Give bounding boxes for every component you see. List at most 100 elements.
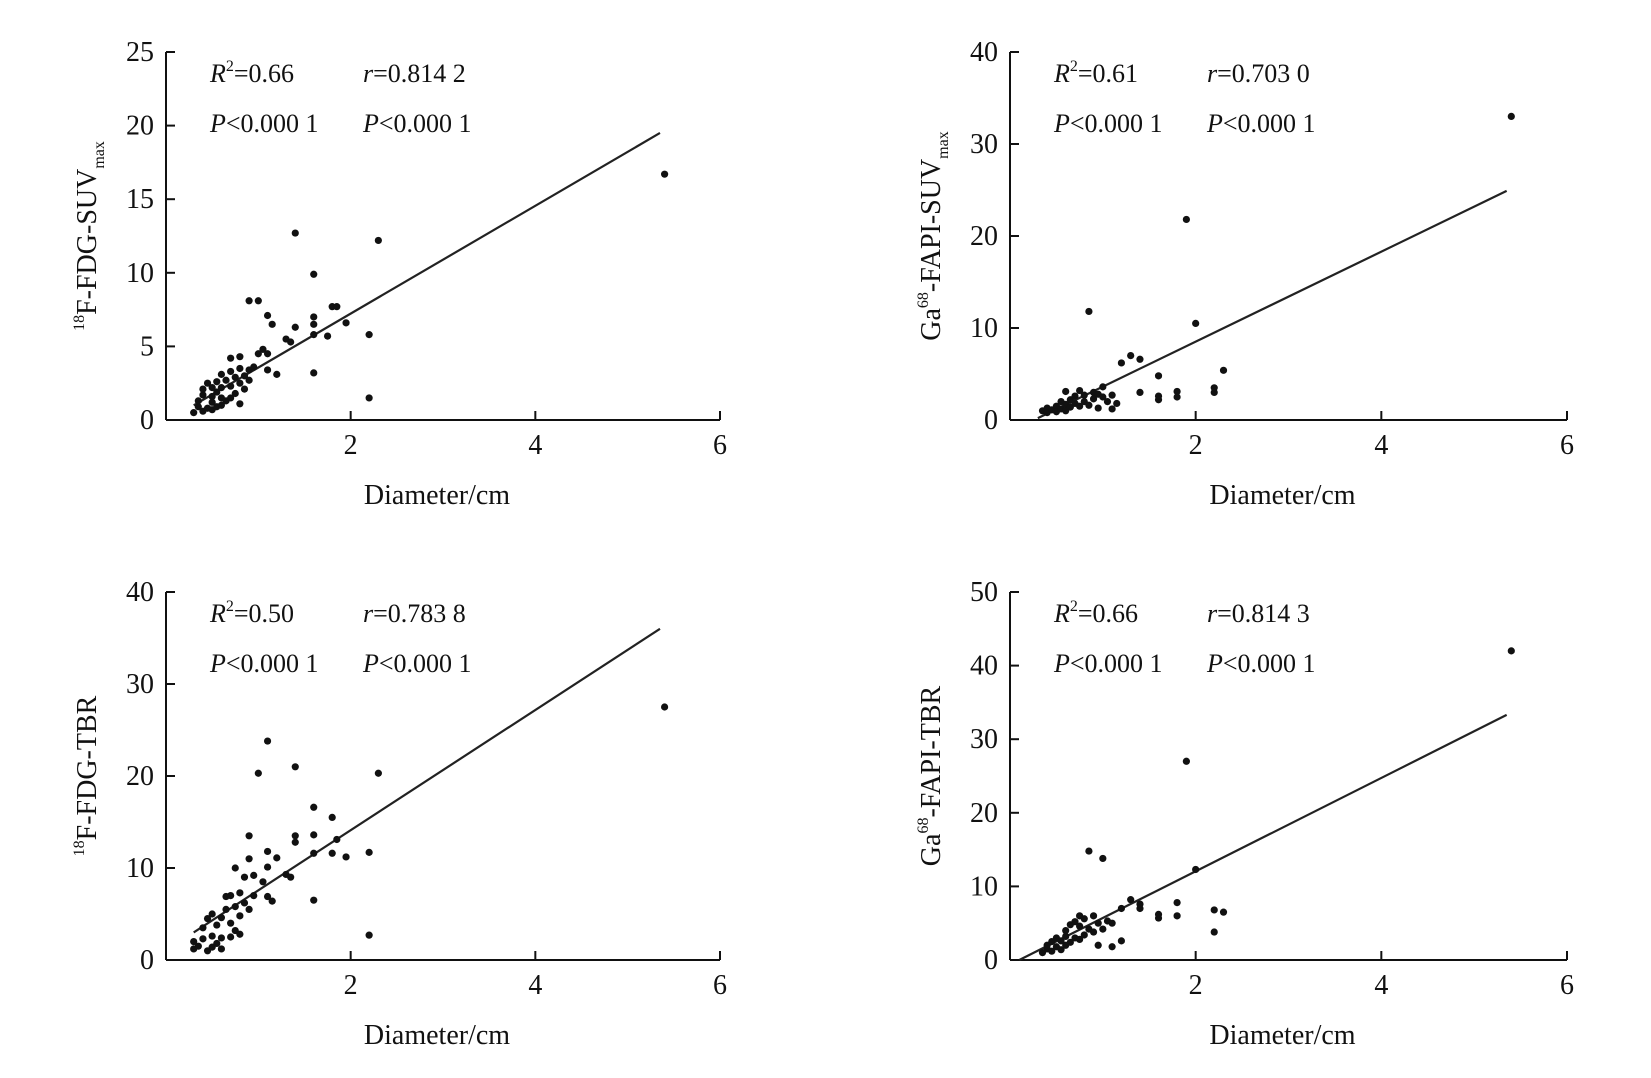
data-point [1062,926,1070,935]
data-point [1210,928,1218,936]
data-point [213,378,221,386]
data-point [250,363,258,371]
y-tick-label: 5 [140,331,154,362]
x-tick-label: 6 [713,430,727,461]
data-point [208,392,216,401]
y-tick-label: 0 [984,945,998,976]
data-point [194,397,202,405]
y-axis-title: Ga68-FAPI-TBR [915,685,947,866]
data-point [1076,935,1084,943]
y-tick-label: 40 [970,37,998,68]
data-point [291,838,299,846]
r-squared-annotation: R2=0.66 [209,58,294,88]
x-tick-label: 2 [344,430,358,461]
data-point [227,354,235,362]
data-point [323,332,332,340]
data-point [1080,391,1088,399]
data-point [1173,898,1181,907]
y-axis-title-main: -FAPI-SUV [916,159,947,292]
data-point [1085,307,1093,316]
data-point [1192,865,1200,874]
p-value-annotation-2: P<0.000 1 [362,109,472,138]
p-value-annotation-1: P<0.000 1 [1053,649,1163,678]
data-point [374,236,382,245]
data-point [236,364,244,373]
data-point [287,338,295,346]
data-point [1210,384,1218,392]
y-tick-label: 50 [970,577,998,608]
data-point [268,897,276,905]
data-point [1108,405,1116,413]
y-axis-title-superscript: 18 [71,840,88,856]
data-point [263,847,272,856]
p-value-annotation-1: P<0.000 1 [1053,109,1163,138]
data-point [1154,372,1163,380]
data-point [245,297,253,305]
data-point [208,384,216,392]
chart-panel-3: 0 10 20 30 40 2 4 6 Diameter/cm 18F-FDG-TBR R2=0.5… [71,577,727,1051]
data-point [291,323,299,331]
data-point [1071,918,1079,926]
data-point [310,320,318,328]
data-point [1173,387,1181,396]
p-value-annotation-2: P<0.000 1 [362,649,472,678]
data-point [1136,388,1144,396]
y-tick-label: 20 [126,761,154,792]
data-point [310,313,318,321]
data-point [1219,908,1228,916]
data-point [240,372,249,380]
data-point [1099,925,1107,933]
x-tick-label: 4 [1374,430,1388,461]
data-point [245,855,253,863]
data-point [236,889,244,897]
data-point [1062,387,1070,396]
x-tick-label: 6 [713,970,727,1001]
data-point [1099,393,1107,401]
chart-panel-4: 0 10 20 30 40 50 2 4 6 Diameter/cm Ga68-FAPI-TBR R2… [915,577,1574,1051]
data-point [259,878,267,886]
data-point [365,394,373,402]
data-point [1085,847,1093,855]
data-point [1089,928,1098,936]
p-value-annotation-2: P<0.000 1 [1206,109,1316,138]
y-tick-label: 20 [970,798,998,829]
data-point [1085,401,1093,409]
y-axis-title: 18F-FDG-TBR [71,695,103,856]
data-point [227,919,235,927]
data-point [231,903,239,911]
data-point [203,379,212,387]
y-tick-label: 15 [126,184,154,215]
data-point [259,345,267,353]
data-point [1182,757,1190,765]
data-point [1113,399,1121,408]
data-point [208,398,216,406]
data-point [1117,904,1125,913]
data-point [273,370,281,378]
data-point [1192,319,1200,327]
regression-line [1037,189,1508,420]
data-point [254,769,262,777]
data-point [310,803,318,811]
data-point [1210,906,1218,914]
data-point [1094,941,1102,949]
data-point [250,871,258,879]
y-axis-title-prefix: Ga [916,308,947,341]
data-point [236,930,244,938]
data-point [199,385,207,393]
data-point [291,763,299,771]
x-axis-title: Diameter/cm [364,480,510,511]
r-squared-annotation: R2=0.66 [1053,598,1138,628]
data-point [236,912,244,920]
data-point [291,832,299,840]
y-tick-label: 0 [140,945,154,976]
data-point [1507,112,1515,120]
data-point [254,350,262,358]
data-point [263,350,272,358]
r-annotation: r=0.814 3 [1207,599,1310,628]
y-tick-label: 30 [126,669,154,700]
y-axis-title-main: F-FDG-TBR [72,695,103,840]
y-tick-label: 20 [126,111,154,142]
data-point [661,170,669,178]
data-point [245,905,253,914]
